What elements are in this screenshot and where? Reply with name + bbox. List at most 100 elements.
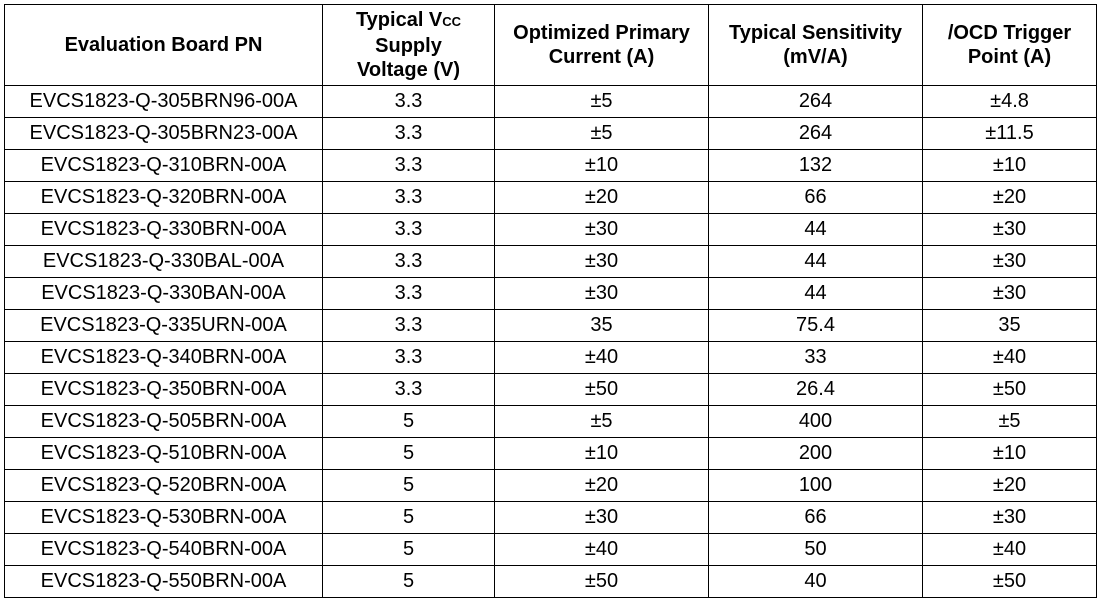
sensitivity-cell: 100 bbox=[708, 469, 923, 502]
header-line: (mV/A) bbox=[783, 46, 848, 68]
board-pn-cell: EVCS1823-Q-510BRN-00A bbox=[4, 437, 323, 470]
primary-current-cell: ±30 bbox=[494, 501, 709, 534]
primary-current-cell: ±5 bbox=[494, 85, 709, 118]
sensitivity-cell: 66 bbox=[708, 501, 923, 534]
board-pn-cell: EVCS1823-Q-550BRN-00A bbox=[4, 565, 323, 598]
primary-current-cell: ±40 bbox=[494, 341, 709, 374]
board-pn-cell: EVCS1823-Q-340BRN-00A bbox=[4, 341, 323, 374]
sensitivity-cell: 44 bbox=[708, 245, 923, 278]
supply-voltage-cell: 3.3 bbox=[322, 85, 495, 118]
header-evaluation-board-pn: Evaluation Board PN bbox=[4, 4, 323, 86]
header-row: Evaluation Board PN Typical VCC Supply V… bbox=[4, 4, 1097, 86]
board-pn-cell: EVCS1823-Q-330BRN-00A bbox=[4, 213, 323, 246]
table-row: EVCS1823-Q-305BRN23-00A 3.3 ±5 264 ±11.5 bbox=[4, 117, 1097, 150]
header-line: Typical Sensitivity bbox=[728, 22, 903, 44]
header-line: Supply bbox=[375, 35, 442, 57]
primary-current-cell: ±5 bbox=[494, 117, 709, 150]
supply-voltage-cell: 5 bbox=[322, 469, 495, 502]
supply-voltage-cell: 5 bbox=[322, 565, 495, 598]
header-line: Optimized Primary bbox=[513, 22, 690, 44]
sensitivity-cell: 264 bbox=[708, 85, 923, 118]
supply-voltage-cell: 5 bbox=[322, 405, 495, 438]
table-row: EVCS1823-Q-305BRN96-00A 3.3 ±5 264 ±4.8 bbox=[4, 85, 1097, 118]
board-pn-cell: EVCS1823-Q-330BAL-00A bbox=[4, 245, 323, 278]
sensitivity-cell: 132 bbox=[708, 149, 923, 182]
header-subscript: CC bbox=[442, 14, 462, 29]
table-row: EVCS1823-Q-510BRN-00A 5 ±10 200 ±10 bbox=[4, 437, 1097, 470]
board-pn-cell: EVCS1823-Q-305BRN23-00A bbox=[4, 117, 323, 150]
primary-current-cell: ±50 bbox=[494, 565, 709, 598]
board-pn-cell: EVCS1823-Q-350BRN-00A bbox=[4, 373, 323, 406]
sensitivity-cell: 264 bbox=[708, 117, 923, 150]
header-primary-current: Optimized Primary Current (A) bbox=[494, 4, 709, 86]
header-line: Current (A) bbox=[548, 46, 655, 68]
header-text: Evaluation Board PN bbox=[64, 34, 263, 56]
table-row: EVCS1823-Q-540BRN-00A 5 ±40 50 ±40 bbox=[4, 533, 1097, 566]
supply-voltage-cell: 3.3 bbox=[322, 373, 495, 406]
supply-voltage-cell: 3.3 bbox=[322, 149, 495, 182]
supply-voltage-cell: 3.3 bbox=[322, 213, 495, 246]
sensitivity-cell: 26.4 bbox=[708, 373, 923, 406]
primary-current-cell: ±50 bbox=[494, 373, 709, 406]
board-pn-cell: EVCS1823-Q-305BRN96-00A bbox=[4, 85, 323, 118]
sensitivity-cell: 50 bbox=[708, 533, 923, 566]
ocd-trigger-cell: ±30 bbox=[922, 213, 1097, 246]
ocd-trigger-cell: ±40 bbox=[922, 341, 1097, 374]
supply-voltage-cell: 3.3 bbox=[322, 277, 495, 310]
header-text: Typical V bbox=[355, 9, 443, 31]
supply-voltage-cell: 3.3 bbox=[322, 245, 495, 278]
evaluation-board-table: Evaluation Board PN Typical VCC Supply V… bbox=[4, 4, 1097, 598]
ocd-trigger-cell: ±30 bbox=[922, 277, 1097, 310]
table-row: EVCS1823-Q-320BRN-00A 3.3 ±20 66 ±20 bbox=[4, 181, 1097, 214]
table-row: EVCS1823-Q-520BRN-00A 5 ±20 100 ±20 bbox=[4, 469, 1097, 502]
primary-current-cell: ±30 bbox=[494, 277, 709, 310]
table-row: EVCS1823-Q-330BAL-00A 3.3 ±30 44 ±30 bbox=[4, 245, 1097, 278]
ocd-trigger-cell: ±20 bbox=[922, 469, 1097, 502]
primary-current-cell: 35 bbox=[494, 309, 709, 342]
header-line: /OCD Trigger bbox=[947, 22, 1072, 44]
table-row: EVCS1823-Q-340BRN-00A 3.3 ±40 33 ±40 bbox=[4, 341, 1097, 374]
ocd-trigger-cell: ±10 bbox=[922, 149, 1097, 182]
supply-voltage-cell: 3.3 bbox=[322, 341, 495, 374]
ocd-trigger-cell: ±50 bbox=[922, 565, 1097, 598]
supply-voltage-cell: 3.3 bbox=[322, 309, 495, 342]
primary-current-cell: ±20 bbox=[494, 181, 709, 214]
ocd-trigger-cell: ±30 bbox=[922, 245, 1097, 278]
ocd-trigger-cell: ±11.5 bbox=[922, 117, 1097, 150]
header-line: Voltage (V) bbox=[357, 59, 460, 81]
table-row: EVCS1823-Q-350BRN-00A 3.3 ±50 26.4 ±50 bbox=[4, 373, 1097, 406]
board-pn-cell: EVCS1823-Q-330BAN-00A bbox=[4, 277, 323, 310]
supply-voltage-cell: 5 bbox=[322, 533, 495, 566]
sensitivity-cell: 44 bbox=[708, 213, 923, 246]
sensitivity-cell: 40 bbox=[708, 565, 923, 598]
table-header: Evaluation Board PN Typical VCC Supply V… bbox=[4, 4, 1097, 86]
header-line: Typical VCC bbox=[323, 8, 494, 34]
header-ocd-trigger: /OCD Trigger Point (A) bbox=[922, 4, 1097, 86]
ocd-trigger-cell: ±30 bbox=[922, 501, 1097, 534]
header-supply-voltage: Typical VCC Supply Voltage (V) bbox=[322, 4, 495, 86]
sensitivity-cell: 400 bbox=[708, 405, 923, 438]
header-sensitivity: Typical Sensitivity (mV/A) bbox=[708, 4, 923, 86]
table-row: EVCS1823-Q-310BRN-00A 3.3 ±10 132 ±10 bbox=[4, 149, 1097, 182]
table-body: EVCS1823-Q-305BRN96-00A 3.3 ±5 264 ±4.8 EVCS1… bbox=[4, 85, 1097, 598]
table-row: EVCS1823-Q-330BRN-00A 3.3 ±30 44 ±30 bbox=[4, 213, 1097, 246]
board-pn-cell: EVCS1823-Q-540BRN-00A bbox=[4, 533, 323, 566]
ocd-trigger-cell: ±20 bbox=[922, 181, 1097, 214]
supply-voltage-cell: 3.3 bbox=[322, 181, 495, 214]
sensitivity-cell: 44 bbox=[708, 277, 923, 310]
primary-current-cell: ±10 bbox=[494, 437, 709, 470]
board-pn-cell: EVCS1823-Q-310BRN-00A bbox=[4, 149, 323, 182]
ocd-trigger-cell: ±10 bbox=[922, 437, 1097, 470]
table-row: EVCS1823-Q-530BRN-00A 5 ±30 66 ±30 bbox=[4, 501, 1097, 534]
primary-current-cell: ±40 bbox=[494, 533, 709, 566]
primary-current-cell: ±5 bbox=[494, 405, 709, 438]
supply-voltage-cell: 5 bbox=[322, 501, 495, 534]
ocd-trigger-cell: 35 bbox=[922, 309, 1097, 342]
ocd-trigger-cell: ±4.8 bbox=[922, 85, 1097, 118]
board-pn-cell: EVCS1823-Q-320BRN-00A bbox=[4, 181, 323, 214]
supply-voltage-cell: 3.3 bbox=[322, 117, 495, 150]
ocd-trigger-cell: ±40 bbox=[922, 533, 1097, 566]
supply-voltage-cell: 5 bbox=[322, 437, 495, 470]
table-row: EVCS1823-Q-330BAN-00A 3.3 ±30 44 ±30 bbox=[4, 277, 1097, 310]
header-line: Point (A) bbox=[967, 46, 1052, 68]
